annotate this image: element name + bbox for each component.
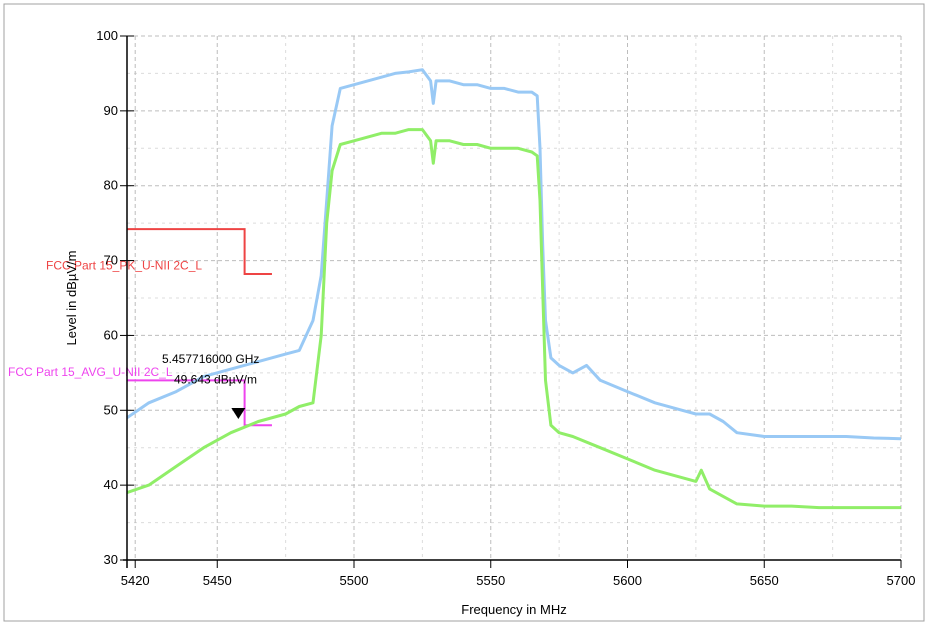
limit-label-peak: FCC Part 15_PK_U-NII 2C_L <box>46 259 202 273</box>
chart-border <box>3 3 925 622</box>
y-tick-label: 60 <box>104 327 118 342</box>
y-tick-label: 70 <box>104 253 118 268</box>
series-lines <box>126 68 902 510</box>
axes: 30 40 50 60 70 80 90 100 5420 5450 5500 5550 5600 565… <box>96 28 915 588</box>
y-tick-label: 100 <box>96 28 118 43</box>
x-tick-label: 5450 <box>203 573 232 588</box>
marker-frequency: 5.457716000 GHz <box>162 352 259 366</box>
series-line-2 <box>126 128 901 510</box>
limit-label-average: FCC Part 15_AVG_U-NII 2C_L <box>8 365 173 379</box>
limit-line-peak <box>127 228 272 276</box>
y-tick-label: 80 <box>104 178 118 193</box>
grid <box>127 35 902 561</box>
x-axis-title: Frequency in MHz <box>461 602 566 617</box>
limit-lines: FCC Part 15_PK_U-NII 2C_L FCC Part 15_AVG… <box>8 228 272 427</box>
y-tick-label: 50 <box>104 402 118 417</box>
marker-triangle-icon <box>231 407 246 419</box>
x-tick-label: 5600 <box>613 573 642 588</box>
y-tick-label: 90 <box>104 103 118 118</box>
y-axis-title: Level in dBµV/m <box>64 251 79 346</box>
y-tick-label: 40 <box>104 477 118 492</box>
x-tick-label: 5500 <box>340 573 369 588</box>
series-line-1 <box>126 68 902 441</box>
x-tick-label: 5700 <box>887 573 916 588</box>
marker: 5.457716000 GHz 49.643 dBµV/m <box>162 352 259 419</box>
limit-line-average <box>127 379 272 427</box>
x-tick-label: 5650 <box>750 573 779 588</box>
x-tick-label: 5420 <box>121 573 150 588</box>
y-tick-label: 30 <box>104 552 118 567</box>
x-tick-label: 5550 <box>476 573 505 588</box>
marker-level: 49.643 dBµV/m <box>174 372 257 386</box>
